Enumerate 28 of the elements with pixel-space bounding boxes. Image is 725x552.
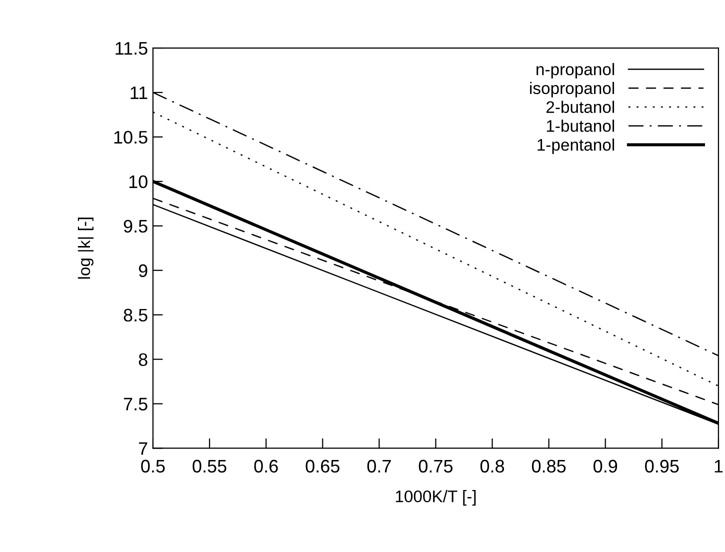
x-tick-label: 0.5 (141, 460, 165, 473)
legend-label: n-propanol (536, 63, 614, 79)
legend-label: 2-butanol (546, 100, 614, 114)
x-tick-label: 0.75 (418, 460, 453, 473)
x-tick-label: 0.9 (594, 460, 618, 473)
y-axis-title: log |k| [-] (78, 218, 94, 279)
y-tick-label: 11.5 (116, 42, 148, 55)
y-tick-label: 10.5 (114, 130, 148, 144)
x-tick-label: 1 (714, 460, 723, 472)
legend-label: 1-butanol (546, 120, 614, 132)
y-tick-label: 8 (138, 353, 148, 366)
legend-label: isopropanol (530, 82, 614, 98)
x-tick-label: 0.6 (254, 460, 278, 473)
y-tick-label: 7 (139, 442, 148, 455)
y-tick-label: 8.5 (124, 308, 148, 322)
y-tick-label: 11 (130, 86, 148, 100)
x-tick-label: 0.55 (192, 460, 226, 473)
x-tick-label: 0.8 (480, 460, 504, 473)
y-tick-label: 7.5 (124, 398, 148, 410)
y-tick-label: 10 (129, 175, 148, 188)
x-tick-label: 0.85 (532, 460, 566, 473)
y-tick-label: 9 (138, 264, 148, 278)
x-axis-title: 1000K/T [-] (396, 490, 476, 506)
x-tick-label: 0.95 (645, 460, 679, 473)
legend-label: 1-pentanol (538, 138, 614, 154)
y-tick-label: 9.5 (124, 220, 148, 233)
x-tick-label: 0.7 (367, 460, 391, 473)
x-tick-label: 0.65 (306, 460, 340, 473)
